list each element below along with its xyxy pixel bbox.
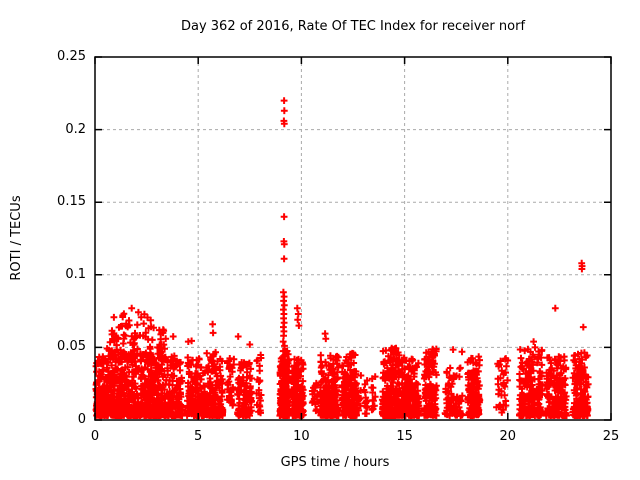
x-tick-label: 5 <box>194 429 203 444</box>
data-points <box>92 97 592 419</box>
x-tick-label: 10 <box>293 429 310 444</box>
y-axis-label: ROTI / TECUs <box>9 195 24 281</box>
y-tick-label: 0.1 <box>65 266 86 282</box>
x-tick-label: 15 <box>396 429 413 444</box>
x-tick-label: 0 <box>90 429 100 444</box>
y-tick-label: 0.2 <box>65 121 86 137</box>
y-tick-label: 0 <box>77 412 86 427</box>
y-tick-label: 0.25 <box>57 49 86 64</box>
x-tick-label: 20 <box>499 429 517 444</box>
axis-ticks <box>94 56 612 421</box>
grid-lines <box>95 57 611 420</box>
y-tick-label: 0.15 <box>57 194 86 210</box>
y-tick-label: 0.05 <box>57 339 86 355</box>
plot-border <box>94 56 612 421</box>
x-axis-label: GPS time / hours <box>280 455 390 470</box>
x-tick-label: 25 <box>602 429 620 444</box>
chart-title: Day 362 of 2016, Rate Of TEC Index for r… <box>180 19 526 34</box>
